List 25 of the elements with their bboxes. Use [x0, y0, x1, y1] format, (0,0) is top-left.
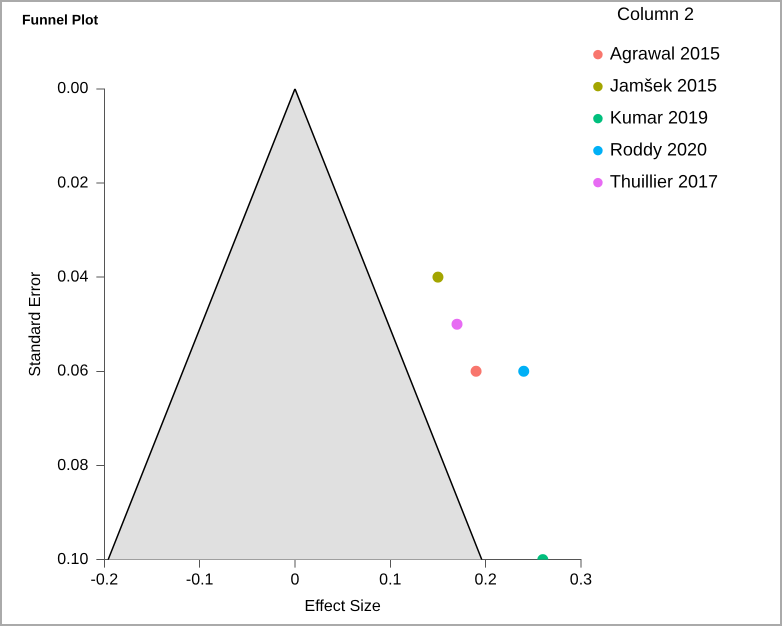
legend-label: Roddy 2020: [610, 140, 708, 160]
y-tick-label: 0.04: [57, 268, 88, 286]
legend-label: Agrawal 2015: [610, 44, 720, 64]
legend-label: Jamšek 2015: [610, 76, 717, 96]
x-tick-label: -0.1: [186, 572, 214, 589]
y-tick-label: 0.00: [57, 80, 88, 98]
legend-title: Column 2: [616, 4, 694, 24]
y-tick-label: 0.10: [57, 551, 88, 568]
legend-label: Kumar 2019: [610, 108, 708, 128]
y-tick-label: 0.02: [57, 174, 88, 192]
x-tick-label: 0: [290, 572, 300, 589]
x-tick-label: 0.3: [570, 572, 592, 589]
x-tick-label: 0.2: [474, 572, 497, 589]
x-tick-label: 0.1: [379, 572, 402, 589]
point: [518, 366, 530, 377]
chart-title: Funnel Plot: [22, 11, 99, 28]
point: [432, 272, 444, 283]
y-axis-title: Standard Error: [27, 271, 44, 377]
y-tick-label: 0.06: [57, 362, 88, 380]
x-axis-title: Effect Size: [304, 598, 381, 615]
point: [470, 366, 482, 377]
legend-label: Thuillier 2017: [610, 172, 718, 192]
point: [452, 318, 463, 330]
x-tick-label: -0.2: [90, 572, 118, 589]
y-tick-label: 0.08: [57, 456, 88, 474]
